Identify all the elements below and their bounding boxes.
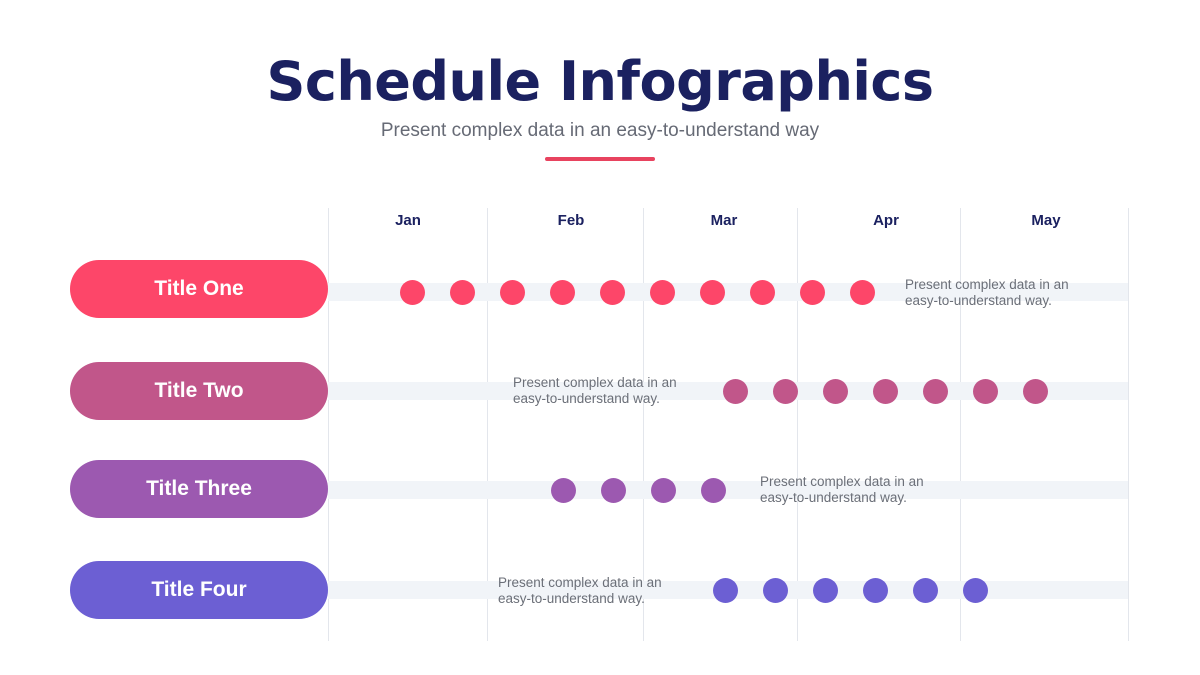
- schedule-dot: [599, 279, 625, 305]
- schedule-dot: [762, 577, 788, 603]
- schedule-dot: [600, 477, 626, 503]
- schedule-dot: [712, 577, 738, 603]
- schedule-dot: [722, 378, 748, 404]
- schedule-dot: [872, 378, 898, 404]
- schedule-dot: [499, 279, 525, 305]
- schedule-dot: [749, 279, 775, 305]
- row-track: [328, 283, 1128, 301]
- schedule-dot: [812, 577, 838, 603]
- schedule-dot: [700, 477, 726, 503]
- row-description: Present complex data in an easy-to-under…: [760, 474, 924, 505]
- row-description: Present complex data in an easy-to-under…: [905, 277, 1069, 308]
- month-label-may: May: [1031, 212, 1061, 229]
- schedule-dot: [649, 279, 675, 305]
- row-description: Present complex data in an easy-to-under…: [498, 575, 662, 606]
- schedule-dot: [699, 279, 725, 305]
- grid-line: [960, 208, 961, 641]
- schedule-dot: [399, 279, 425, 305]
- row-description: Present complex data in an easy-to-under…: [513, 375, 677, 406]
- schedule-dot: [550, 477, 576, 503]
- month-label-mar: Mar: [710, 212, 738, 229]
- month-label-jan: Jan: [395, 212, 421, 229]
- schedule-dot: [962, 577, 988, 603]
- grid-line: [328, 208, 329, 641]
- row-title-pill: Title One: [70, 260, 328, 318]
- row-title-pill: Title Three: [70, 460, 328, 518]
- grid-line: [1128, 208, 1129, 641]
- schedule-dot: [972, 378, 998, 404]
- schedule-dot: [822, 378, 848, 404]
- schedule-dot: [922, 378, 948, 404]
- page-subtitle: Present complex data in an easy-to-under…: [380, 120, 820, 141]
- schedule-dot: [849, 279, 875, 305]
- schedule-dot: [650, 477, 676, 503]
- grid-line: [643, 208, 644, 641]
- schedule-dot: [549, 279, 575, 305]
- schedule-dot: [862, 577, 888, 603]
- page-title: Schedule Infographics: [266, 50, 934, 113]
- schedule-dot: [449, 279, 475, 305]
- schedule-dot: [799, 279, 825, 305]
- row-title-pill: Title Two: [70, 362, 328, 420]
- schedule-dot: [912, 577, 938, 603]
- month-label-apr: Apr: [873, 212, 899, 229]
- grid-line: [487, 208, 488, 641]
- row-title-pill: Title Four: [70, 561, 328, 619]
- title-underline: [545, 157, 655, 161]
- row-track: [328, 481, 1128, 499]
- grid-line: [797, 208, 798, 641]
- month-label-feb: Feb: [557, 212, 585, 229]
- schedule-dot: [1022, 378, 1048, 404]
- schedule-dot: [772, 378, 798, 404]
